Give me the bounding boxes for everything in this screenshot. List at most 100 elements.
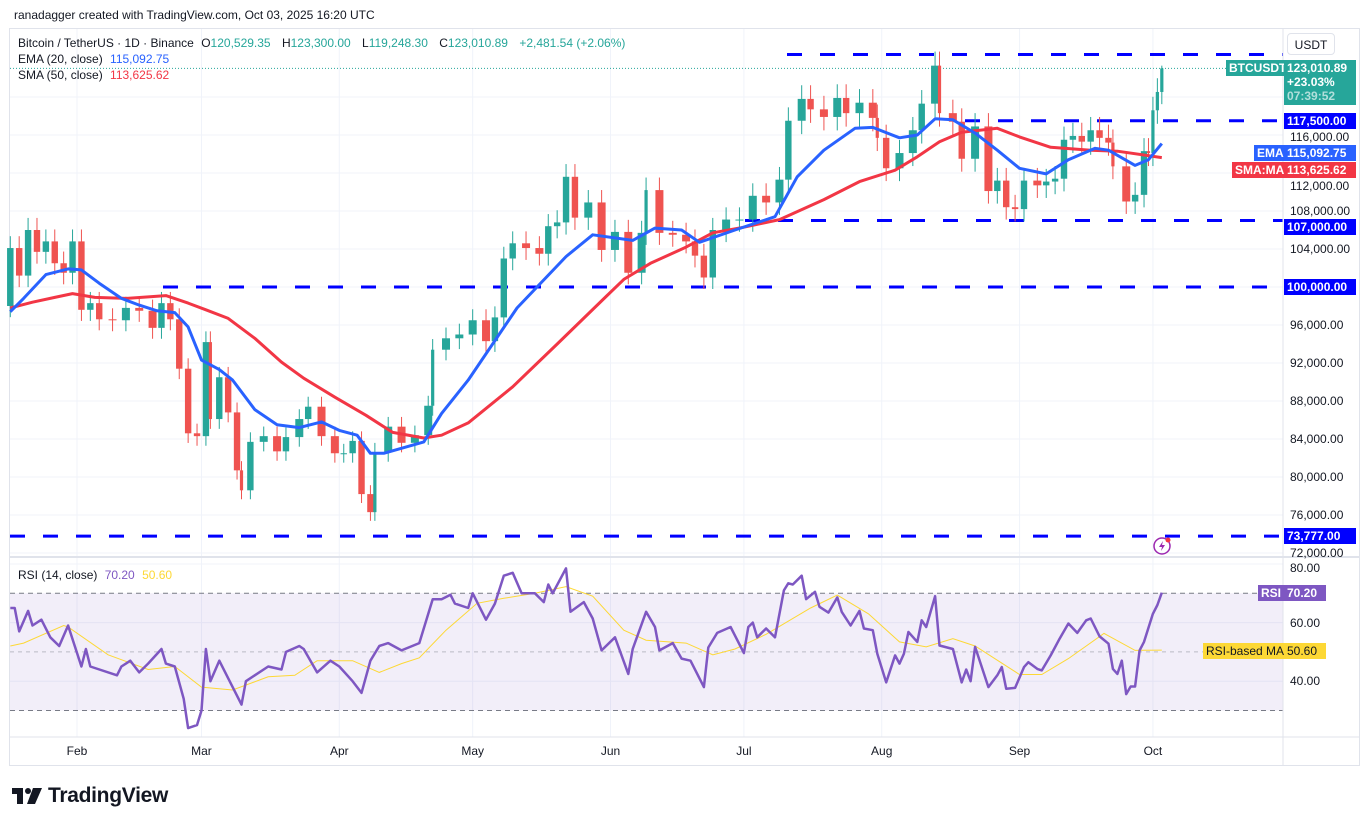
ema-price-label: 115,092.75	[1284, 144, 1356, 161]
candle-body	[455, 334, 464, 339]
candle	[1087, 116, 1094, 155]
candle	[158, 291, 165, 339]
high-value: 123,300.00	[290, 36, 351, 50]
currency-selector[interactable]: USDT	[1287, 33, 1335, 55]
candle-body	[108, 319, 117, 321]
rsi-ma-tag: RSI-based MA	[1203, 643, 1288, 659]
candle	[247, 432, 254, 500]
candle	[584, 190, 593, 230]
candle-body	[958, 121, 965, 159]
candle-body	[7, 248, 14, 306]
candle	[562, 164, 570, 235]
candle	[121, 296, 130, 332]
candle	[785, 107, 792, 193]
candle-body	[184, 368, 192, 434]
candle	[571, 164, 579, 230]
candle-body	[1051, 178, 1059, 182]
rsi-tick: 60.00	[1290, 615, 1321, 630]
candle-body	[259, 436, 268, 442]
candle-body	[1060, 139, 1068, 179]
candle-body	[762, 195, 771, 203]
candle	[15, 236, 23, 288]
candle-body	[60, 263, 67, 273]
candle-body	[216, 377, 223, 420]
candle-body	[33, 230, 41, 252]
candle-body	[442, 338, 451, 350]
candle	[668, 220, 677, 247]
candle-body	[431, 349, 435, 406]
candle-body	[522, 243, 531, 249]
candle-body	[96, 303, 103, 320]
candle	[304, 396, 312, 429]
ema-legend-label: EMA (20, close)	[18, 52, 103, 66]
candle	[931, 51, 940, 118]
candle-body	[700, 255, 708, 278]
rsi-ma-legend-value: 50.60	[142, 568, 173, 582]
candle-body	[482, 320, 491, 342]
candle-body	[330, 436, 339, 454]
rsi-tick: 40.00	[1290, 674, 1321, 689]
candle-body	[984, 126, 993, 192]
candle	[367, 485, 374, 521]
alert-lightning-icon[interactable]	[1153, 537, 1171, 555]
time-tick: May	[461, 744, 485, 758]
candle-body	[24, 230, 32, 276]
candle-body	[637, 232, 646, 273]
candle	[1122, 153, 1131, 214]
candle	[349, 431, 356, 463]
price-tick: 108,000.00	[1290, 204, 1351, 218]
candle	[330, 426, 339, 463]
low-label: L	[362, 36, 369, 50]
sma-legend[interactable]: SMA (50, close) 113,625.62	[18, 68, 173, 82]
candle	[984, 113, 993, 204]
candle-body	[373, 452, 377, 513]
candle	[491, 306, 499, 352]
open-value: 120,529.35	[210, 36, 271, 50]
ema-tag: EMA	[1254, 144, 1287, 161]
candle	[833, 84, 842, 131]
candle-body	[797, 98, 806, 121]
candle-body	[571, 176, 579, 218]
time-tick: Mar	[191, 744, 212, 758]
candle	[482, 309, 491, 352]
tradingview-logo[interactable]: TradingView	[12, 784, 168, 808]
candle-body	[410, 435, 419, 443]
candle-body	[367, 494, 374, 513]
candle	[282, 427, 290, 461]
sma-price-label: 113,625.62	[1284, 161, 1356, 178]
candle-body	[882, 137, 890, 169]
last-price: 123,010.89	[1287, 61, 1348, 75]
candle-body	[1011, 207, 1019, 210]
candle	[216, 366, 223, 429]
candle-body	[842, 97, 850, 114]
candle-body	[468, 320, 477, 335]
candle	[994, 167, 1001, 204]
candle	[637, 220, 646, 285]
candle	[655, 177, 664, 245]
candle	[51, 229, 58, 275]
candle-body	[176, 319, 183, 369]
candle	[700, 243, 708, 290]
ema-legend-value: 115,092.75	[110, 52, 170, 66]
candle	[553, 210, 561, 239]
price-tick: 84,000.00	[1290, 432, 1344, 446]
rsi-tag: RSI	[1258, 585, 1285, 601]
candle	[455, 323, 464, 350]
candle-body	[971, 126, 980, 159]
candle	[148, 299, 157, 339]
candle	[384, 416, 393, 462]
candle-body	[224, 377, 232, 413]
candle	[69, 229, 76, 285]
candle-body	[1105, 137, 1112, 143]
candle	[819, 95, 828, 131]
candle	[1160, 65, 1164, 105]
candle-body	[868, 102, 877, 118]
rsi-legend[interactable]: RSI (14, close) 70.20 50.60	[18, 568, 176, 582]
candle-body	[1003, 180, 1010, 208]
candle-body	[584, 202, 593, 218]
symbol-title[interactable]: Bitcoin / TetherUS · 1D · Binance	[18, 36, 194, 50]
candle-body	[655, 190, 664, 233]
candle	[24, 217, 32, 288]
ema-legend[interactable]: EMA (20, close) 115,092.75	[18, 52, 173, 66]
